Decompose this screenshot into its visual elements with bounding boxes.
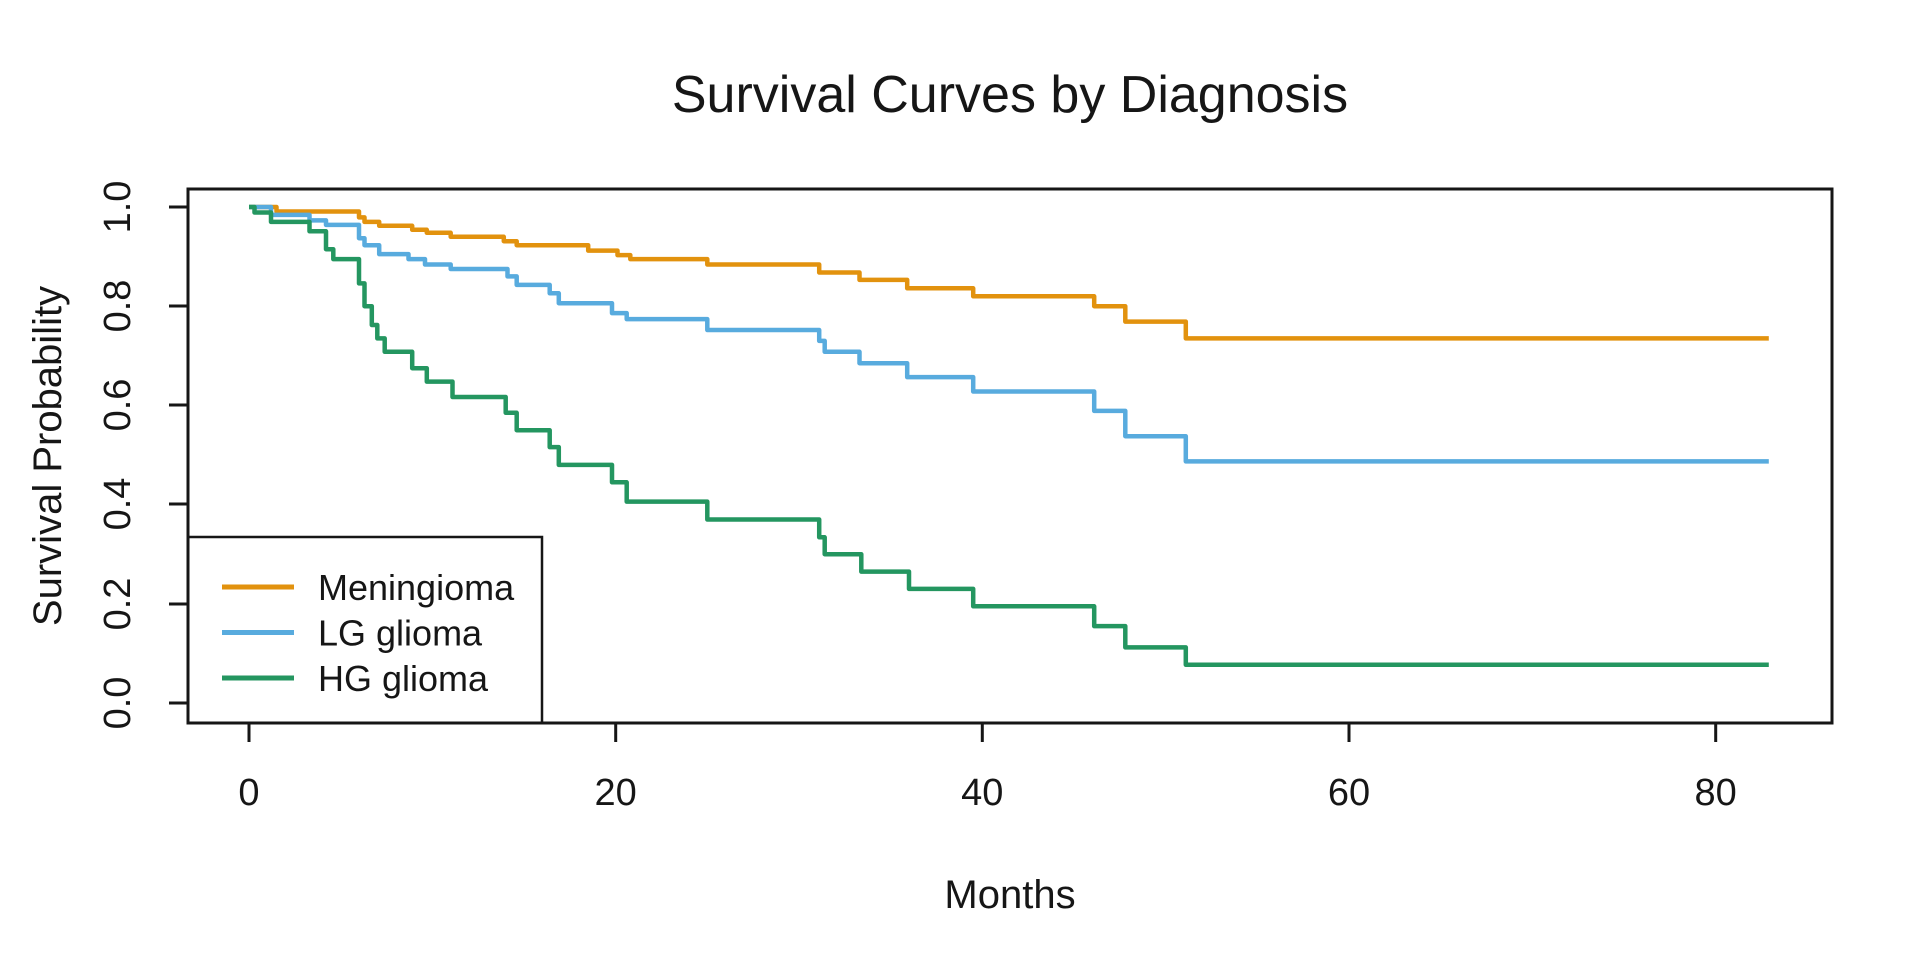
x-axis-title: Months	[944, 873, 1075, 917]
x-tick-label: 20	[595, 772, 637, 814]
x-tick-label: 60	[1328, 772, 1370, 814]
y-axis: 1.0 0.8 0.6 0.4 0.2 0.0 Survival Probabi…	[26, 181, 188, 730]
chart-title: Survival Curves by Diagnosis	[672, 66, 1348, 124]
y-tick-label: 1.0	[97, 181, 139, 234]
x-tick-label: 80	[1695, 772, 1737, 814]
survival-curves	[249, 204, 1769, 668]
legend-box	[186, 535, 544, 725]
legend-label-hg-glioma: HG glioma	[318, 658, 489, 699]
y-axis-title: Survival Probability	[26, 286, 70, 626]
y-tick-label: 0.8	[97, 280, 139, 333]
x-tick-label: 40	[961, 772, 1003, 814]
y-tick-label: 0.2	[97, 578, 139, 631]
curve-hg-glioma	[249, 204, 1769, 668]
x-tick-label: 0	[238, 772, 259, 814]
y-tick-label: 0.4	[97, 478, 139, 531]
x-axis: 0 20 40 60 80 Months	[238, 723, 1737, 917]
legend: Meningioma LG glioma HG glioma	[186, 535, 544, 725]
y-tick-label: 0.0	[97, 677, 139, 730]
y-tick-label: 0.6	[97, 379, 139, 432]
legend-label-meningioma: Meningioma	[318, 567, 515, 608]
legend-label-lg-glioma: LG glioma	[318, 613, 483, 654]
curve-meningioma	[249, 204, 1769, 341]
plot-frame	[186, 187, 1834, 725]
curve-lg-glioma	[249, 204, 1769, 464]
